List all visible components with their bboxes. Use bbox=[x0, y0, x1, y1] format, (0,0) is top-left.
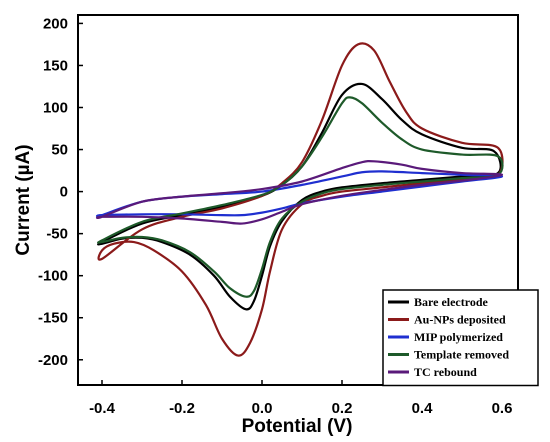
series-curve-bare-electrode bbox=[97, 82, 502, 311]
legend-label: Bare electrode bbox=[414, 295, 489, 309]
y-tick-label: 200 bbox=[43, 15, 68, 32]
y-tick-label: -150 bbox=[38, 310, 68, 327]
x-tick-label: -0.2 bbox=[169, 400, 195, 417]
x-tick-label: 0.0 bbox=[252, 400, 273, 417]
y-tick-label: 150 bbox=[43, 57, 68, 74]
x-tick-label: 0.2 bbox=[332, 400, 353, 417]
legend-label: MIP polymerized bbox=[414, 330, 503, 344]
x-tick-label: 0.4 bbox=[412, 400, 434, 417]
series-curve-tc-rebound bbox=[95, 160, 504, 225]
y-tick-label: 50 bbox=[51, 142, 68, 159]
y-tick-label: 0 bbox=[60, 184, 68, 201]
plot-area-border bbox=[77, 14, 519, 386]
legend-label: Au-NPs deposited bbox=[414, 313, 506, 327]
y-tick-label: -200 bbox=[38, 352, 68, 369]
legend-label: Template removed bbox=[414, 348, 509, 362]
x-tick-label: -0.4 bbox=[89, 400, 116, 417]
legend-label: TC rebound bbox=[414, 365, 477, 379]
legend: Bare electrode Au-NPs deposited MIP polyme… bbox=[382, 289, 539, 387]
y-tick-label: 100 bbox=[43, 100, 68, 117]
y-axis-label: Current (µA) bbox=[13, 144, 34, 255]
x-tick-label: 0.6 bbox=[492, 400, 513, 417]
x-axis-label: Potential (V) bbox=[242, 416, 353, 437]
series-curve-template-removed bbox=[97, 96, 504, 298]
y-tick-label: -50 bbox=[46, 226, 68, 243]
y-tick-label: -100 bbox=[38, 268, 68, 285]
series-curve-au-nps-deposited bbox=[97, 42, 504, 357]
